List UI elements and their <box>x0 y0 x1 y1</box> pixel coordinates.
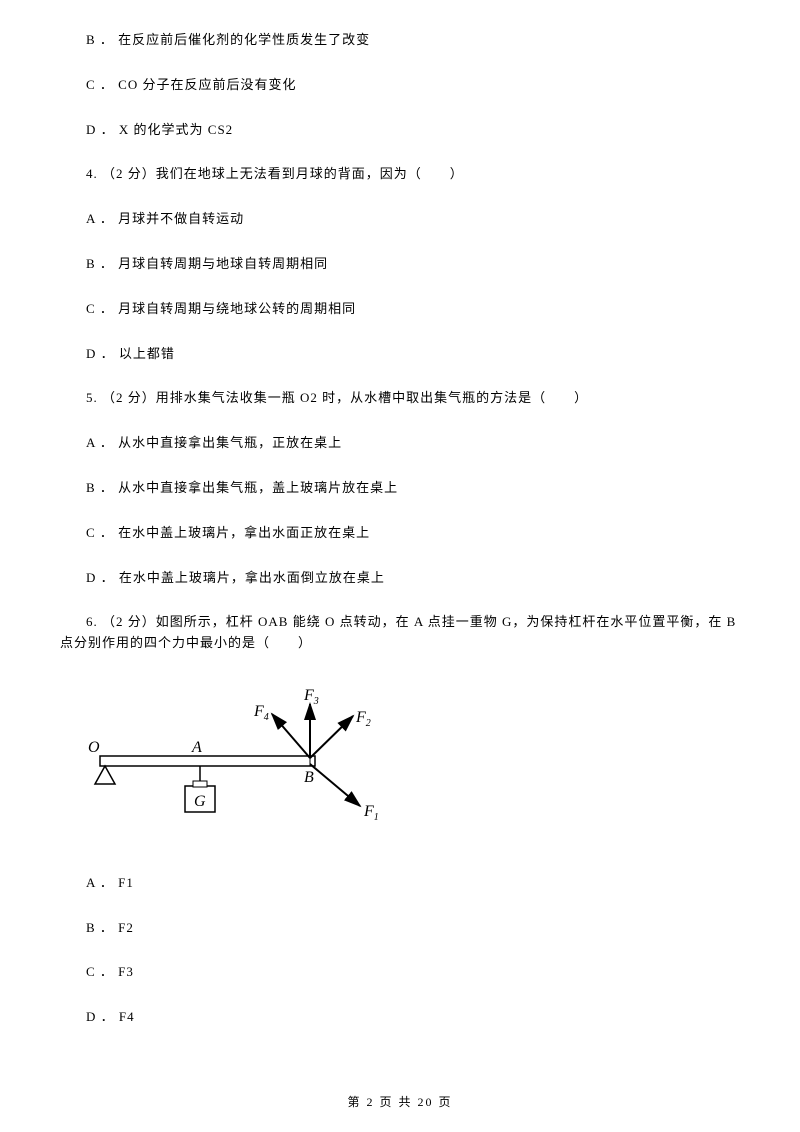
q3-option-c: C ． CO 分子在反应前后没有变化 <box>60 75 740 96</box>
q6-option-d: D ． F4 <box>60 1007 740 1028</box>
q5-stem: 5. （2 分）用排水集气法收集一瓶 O2 时，从水槽中取出集气瓶的方法是（ ） <box>60 388 740 409</box>
label-F2: F2 <box>355 709 371 729</box>
q5-option-a: A ． 从水中直接拿出集气瓶，正放在桌上 <box>60 433 740 454</box>
label-A: A <box>191 739 202 756</box>
q4-option-d: D ． 以上都错 <box>60 344 740 365</box>
lever-diagram: O A B G F3 F4 F2 F1 <box>80 686 410 846</box>
q4-option-c: C ． 月球自转周期与绕地球公转的周期相同 <box>60 299 740 320</box>
label-F4: F4 <box>253 703 269 723</box>
q5-option-b: B ． 从水中直接拿出集气瓶，盖上玻璃片放在桌上 <box>60 478 740 499</box>
q6-option-b: B ． F2 <box>60 918 740 939</box>
label-F1: F1 <box>363 803 379 823</box>
label-B: B <box>304 769 314 786</box>
q6-option-a: A ． F1 <box>60 873 740 894</box>
page-footer: 第 2 页 共 20 页 <box>0 1093 800 1112</box>
q4-option-b: B ． 月球自转周期与地球自转周期相同 <box>60 254 740 275</box>
q6-stem: 6. （2 分）如图所示，杠杆 OAB 能绕 O 点转动，在 A 点挂一重物 G… <box>60 612 740 654</box>
q4-stem: 4. （2 分）我们在地球上无法看到月球的背面，因为（ ） <box>60 164 740 185</box>
q3-option-b: B ． 在反应前后催化剂的化学性质发生了改变 <box>60 30 740 51</box>
q3-option-d: D ． X 的化学式为 CS2 <box>60 120 740 141</box>
label-G: G <box>194 793 206 810</box>
q4-option-a: A ． 月球并不做自转运动 <box>60 209 740 230</box>
q5-option-d: D ． 在水中盖上玻璃片，拿出水面倒立放在桌上 <box>60 568 740 589</box>
q6-option-c: C ． F3 <box>60 962 740 983</box>
label-O: O <box>88 739 100 756</box>
q5-option-c: C ． 在水中盖上玻璃片，拿出水面正放在桌上 <box>60 523 740 544</box>
